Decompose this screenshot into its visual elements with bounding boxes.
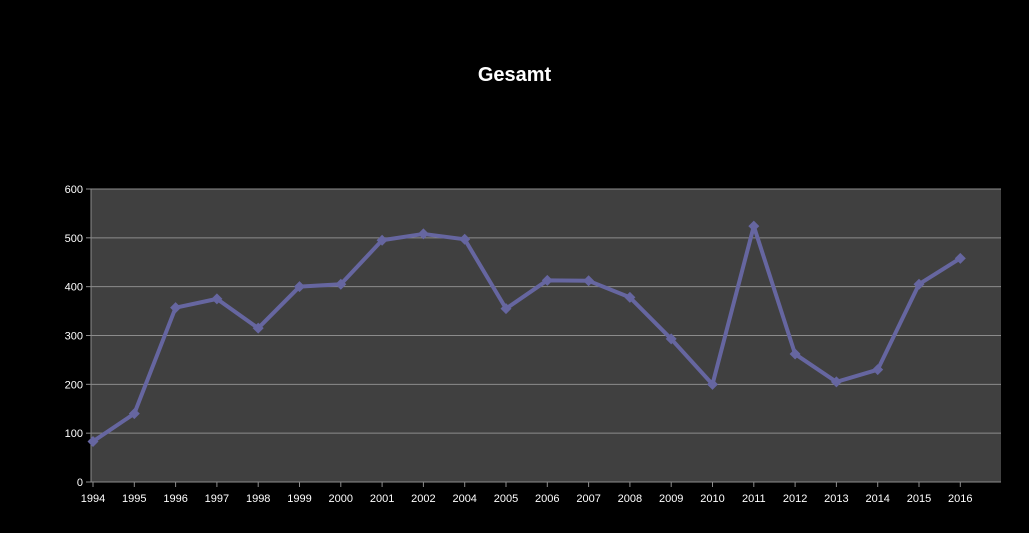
x-tick-label: 2002 — [411, 493, 435, 505]
x-tick-label: 2005 — [494, 493, 518, 505]
x-tick-label: 2009 — [659, 493, 683, 505]
series — [87, 220, 966, 447]
data-point — [789, 348, 801, 360]
x-tick-label: 2014 — [865, 493, 889, 505]
x-tick-label: 2008 — [618, 493, 642, 505]
data-point — [335, 278, 347, 290]
data-point — [707, 378, 718, 390]
data-point — [913, 278, 925, 290]
x-tick-label: 2006 — [535, 493, 559, 505]
data-point — [500, 303, 512, 315]
data-point — [459, 233, 471, 245]
data-point — [128, 408, 140, 420]
x-tick-label: 2000 — [329, 493, 353, 505]
y-tick-label: 0 — [77, 477, 83, 489]
x-tick-label: 1995 — [122, 493, 146, 505]
y-tick-label: 500 — [65, 233, 83, 245]
data-point — [417, 228, 429, 240]
y-tick-labels: 0 100 200 300 400 500 600 — [65, 184, 83, 489]
chart-title: Gesamt — [477, 64, 552, 86]
gridlines — [91, 188, 1001, 434]
y-tick-label: 300 — [65, 331, 83, 343]
x-tick-label: 2011 — [742, 493, 766, 505]
data-point — [748, 220, 760, 232]
axes — [86, 188, 1001, 487]
x-tick-label: 2004 — [452, 493, 476, 505]
data-point — [872, 364, 884, 376]
y-tick-label: 600 — [65, 184, 83, 196]
data-point — [954, 252, 966, 264]
data-point — [376, 234, 388, 246]
data-point — [87, 435, 99, 447]
x-tick-label: 1997 — [205, 493, 229, 505]
x-tick-label: 1998 — [246, 493, 270, 505]
data-point — [830, 376, 842, 388]
x-tick-label: 2012 — [783, 493, 807, 505]
x-tick-label: 2013 — [824, 493, 848, 505]
series-line — [91, 224, 963, 444]
y-tick-label: 400 — [65, 282, 83, 294]
data-point — [211, 293, 223, 305]
x-tick-label: 1996 — [163, 493, 187, 505]
data-point — [541, 274, 553, 286]
x-tick-label: 2001 — [370, 493, 394, 505]
x-tick-label: 2015 — [907, 493, 931, 505]
y-tick-label: 200 — [65, 379, 83, 391]
x-tick-label: 2016 — [948, 493, 972, 505]
x-tick-labels: 1994 1995 1996 1997 1998 1999 2000 2001 2002 2004… — [81, 493, 973, 505]
y-tick-label: 100 — [65, 428, 83, 440]
data-point — [583, 275, 595, 287]
data-point — [170, 302, 182, 314]
data-point — [624, 291, 636, 303]
x-tick-label: 1994 — [81, 493, 105, 505]
data-point — [665, 333, 677, 345]
data-point — [252, 322, 264, 334]
data-point — [294, 281, 305, 293]
x-tick-label: 2010 — [700, 493, 724, 505]
x-tick-label: 2007 — [576, 493, 600, 505]
x-tick-label: 1999 — [287, 493, 311, 505]
